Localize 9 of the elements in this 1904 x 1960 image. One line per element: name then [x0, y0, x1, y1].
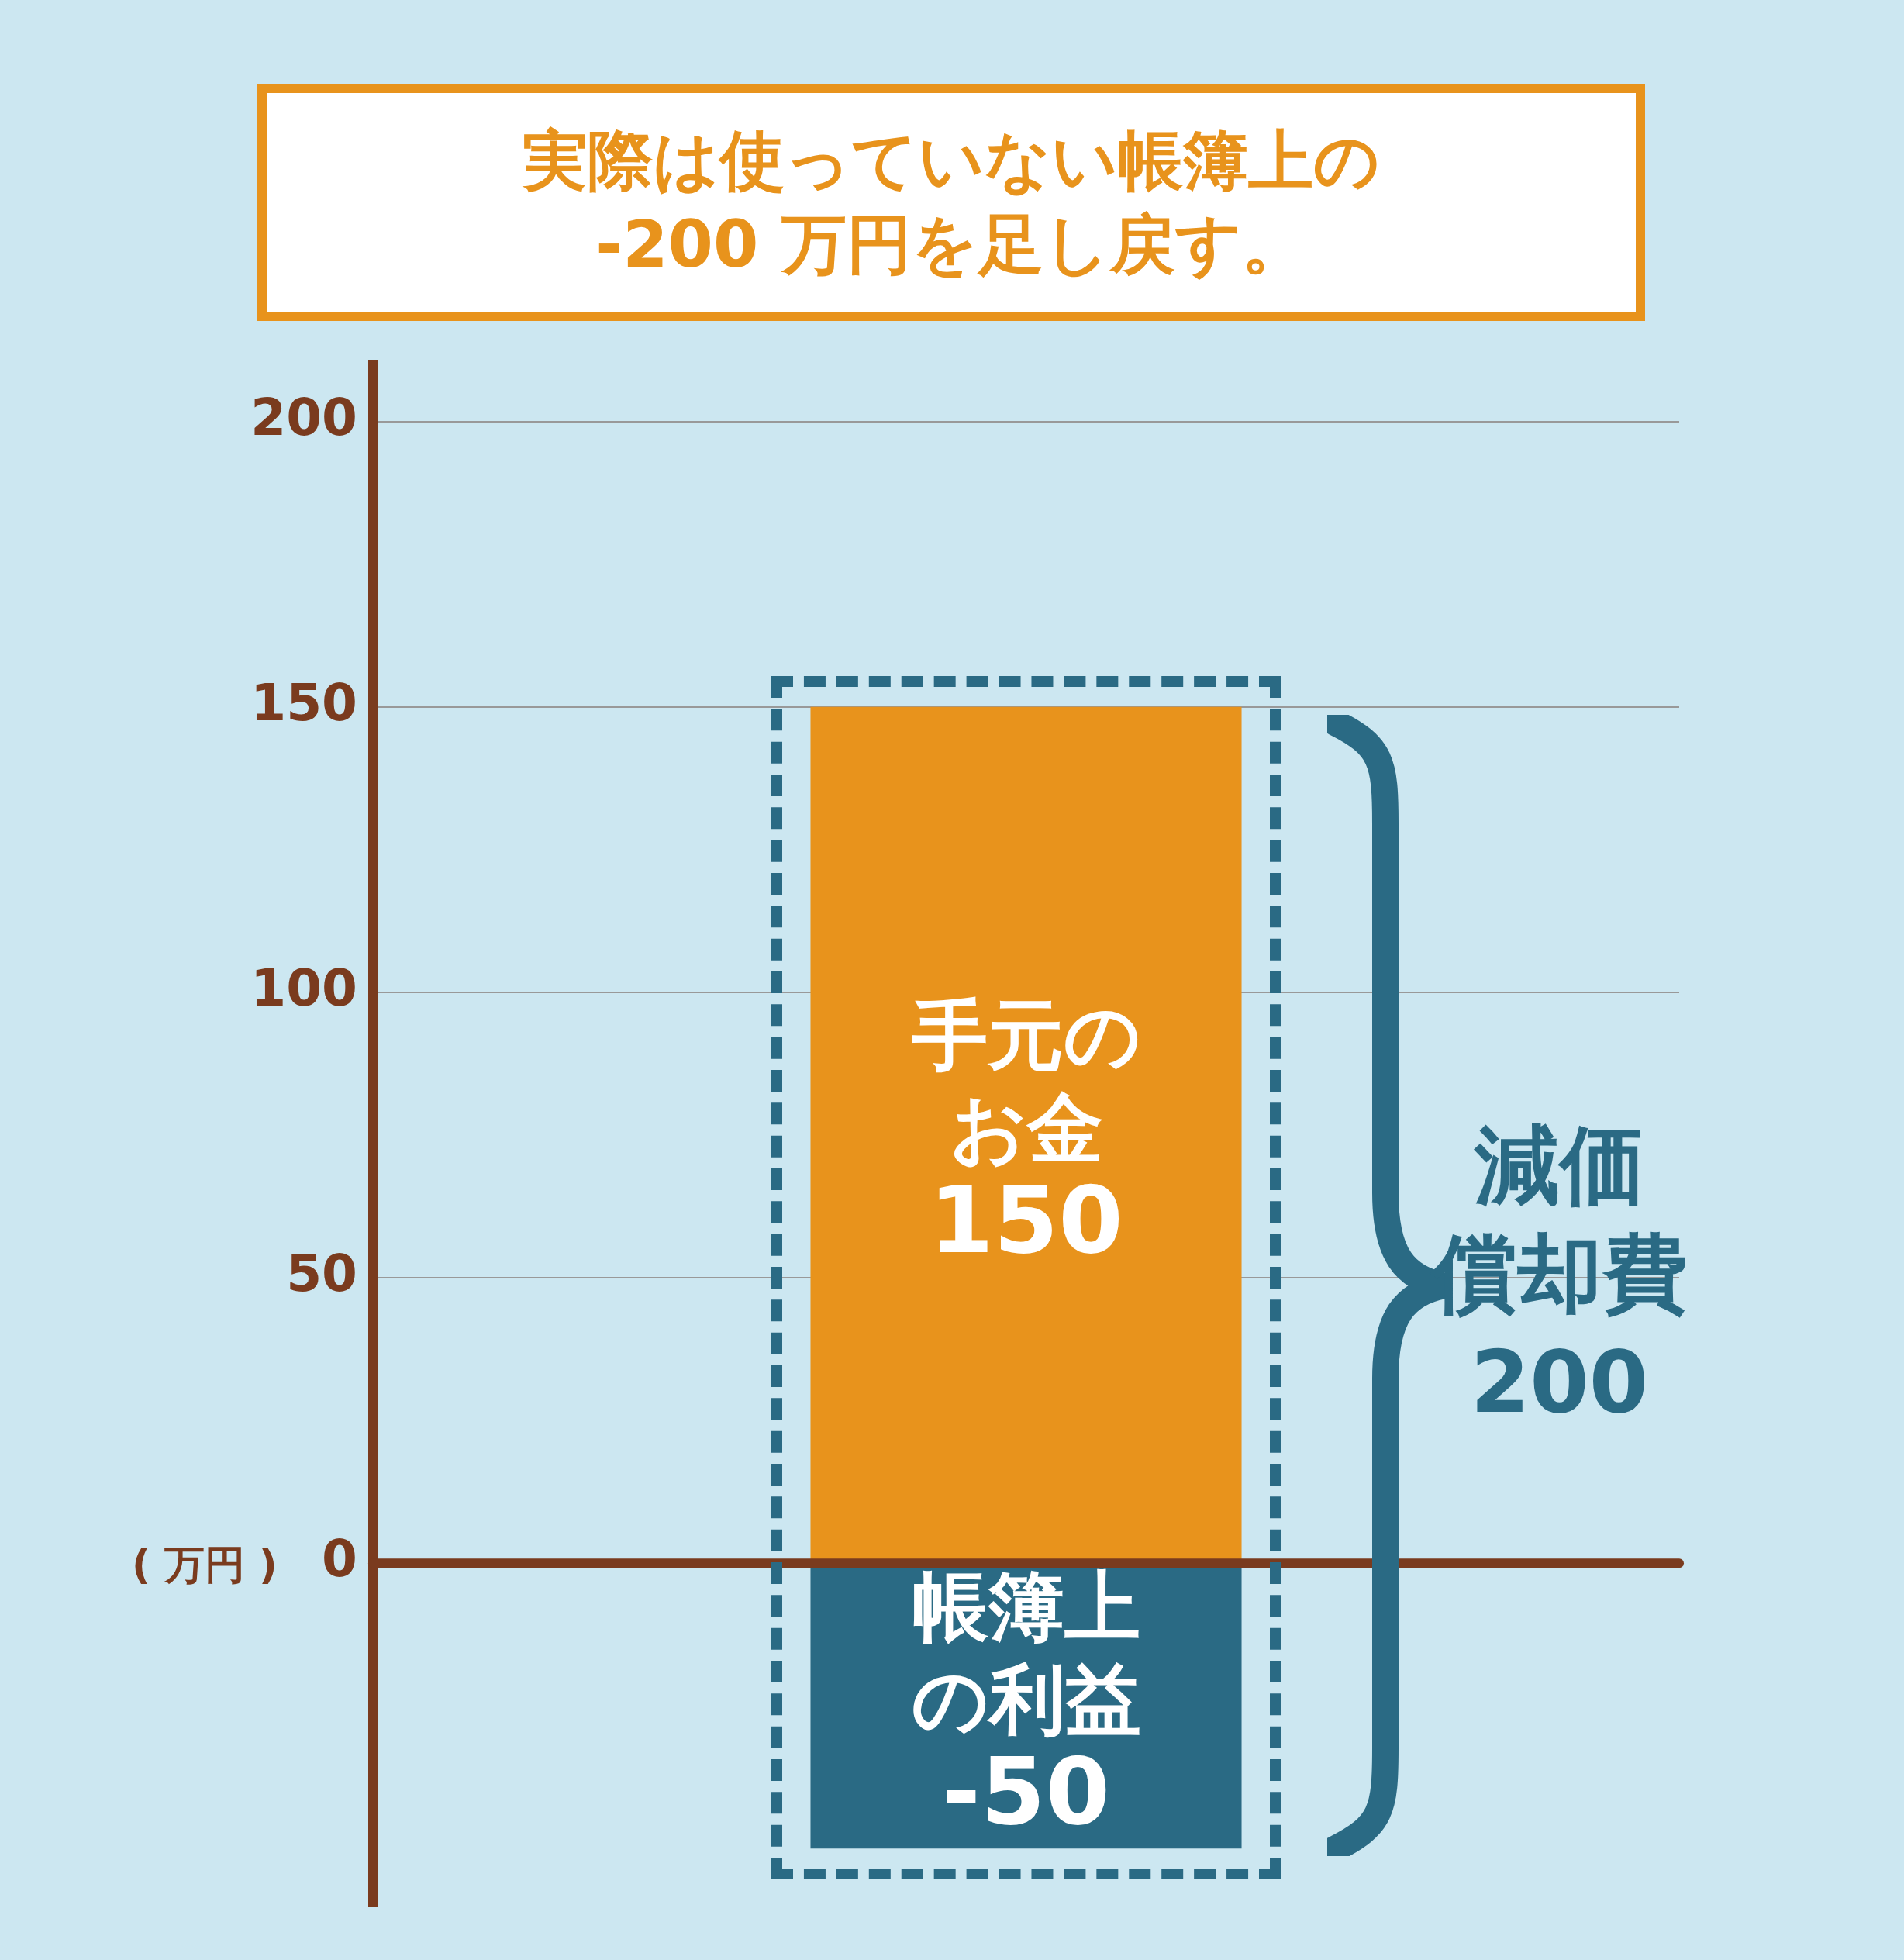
text: 200 [1469, 1332, 1650, 1434]
series-label: 帳簿上の利益 [911, 1562, 1141, 1744]
y-axis-title: ( 万円 ) [132, 1541, 278, 1590]
y-tick-label: 150 [250, 672, 357, 733]
y-tick-label: 200 [250, 387, 357, 447]
chart-title: 実際は使っていない帳簿上の -200 万円を足し戻す。 [522, 122, 1381, 284]
y-tick-label: 0 [322, 1529, 357, 1589]
y-tick-label: 50 [286, 1244, 357, 1304]
y-tick-label: 100 [250, 958, 357, 1019]
